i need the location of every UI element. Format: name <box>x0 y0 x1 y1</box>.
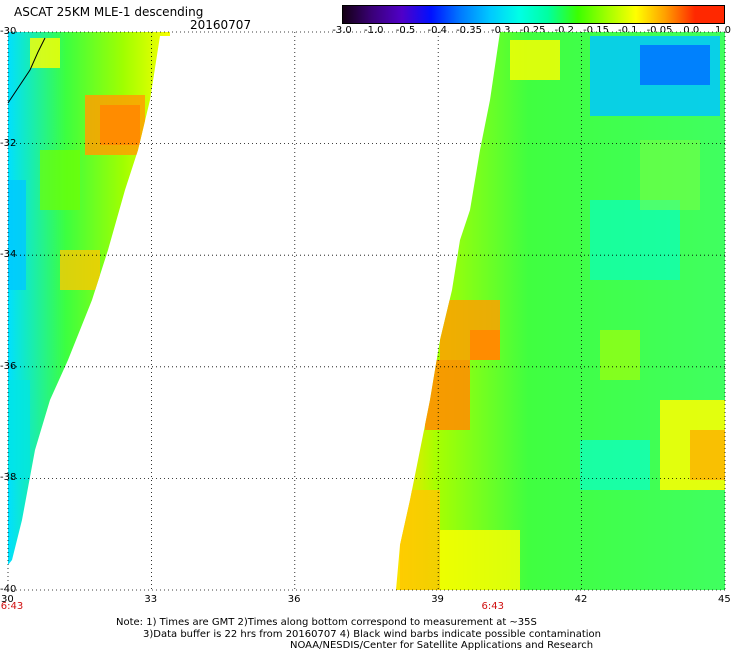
colorbar-tick-label: -0.35 <box>456 25 482 36</box>
latitude-tick-label: -32 <box>0 137 17 149</box>
colorbar-swatch <box>665 6 695 23</box>
longitude-tick-label: 39 <box>431 594 444 605</box>
colorbar-swatch <box>636 6 666 23</box>
colorbar-tick-label: -0.5 <box>395 25 416 36</box>
colorbar-tick-label: 1.0 <box>715 25 731 36</box>
longitude-tick-label: 30 <box>1 594 14 605</box>
colorbar-tick-label: -0.2 <box>554 25 575 36</box>
colorbar-swatch <box>460 6 490 23</box>
colorbar-swatch <box>343 6 373 23</box>
colorbar-tick-label: -0.1 <box>617 25 638 36</box>
colorbar-labels: -3.0 -1.0 -0.5 -0.4 -0.35 -0.3 -0.25 -0.2 -0.15-… <box>332 25 731 39</box>
colorbar-swatch <box>577 6 607 23</box>
colorbar-swatch <box>372 6 402 23</box>
colorbar-tick-label: -0.15 <box>583 25 609 36</box>
right-swath <box>396 32 725 590</box>
note-line-3: NOAA/NESDIS/Center for Satellite Applica… <box>290 640 594 651</box>
colorbar <box>342 5 725 24</box>
latitude-tick-label: -40 <box>0 584 17 595</box>
colorbar-tick-label: -0.25 <box>519 25 546 36</box>
colorbar-tick-label: -0.05 <box>646 25 673 36</box>
colorbar-swatch <box>548 6 578 23</box>
longitude-tick-label: 42 <box>574 594 588 605</box>
pass-time-label: 6:43 <box>0 601 24 612</box>
latitude-tick-label: -34 <box>0 249 17 261</box>
longitude-tick-label: 33 <box>144 594 158 605</box>
pass-time-label: 6:43 <box>481 601 504 612</box>
longitude-tick-label: 45 <box>718 594 731 605</box>
latitude-tick-label: -36 <box>0 360 17 372</box>
colorbar-tick-label: 0.0 <box>683 25 700 36</box>
colorbar-swatch <box>694 6 725 23</box>
longitude-tick-label: 36 <box>287 594 301 605</box>
latitude-tick-label: -38 <box>0 472 17 484</box>
colorbar-swatch <box>518 6 549 23</box>
colorbar-swatch <box>430 6 461 23</box>
colorbar-tick-label: -0.3 <box>490 25 511 36</box>
product-date: 20160707 <box>190 18 252 32</box>
colorbar-swatch <box>606 6 637 23</box>
colorbar-swatch <box>489 6 519 23</box>
graticule <box>7 31 726 591</box>
colorbar-tick-label: -3.0 <box>332 25 352 36</box>
latitude-tick-label: -30 <box>0 26 17 37</box>
colorbar-tick-label: -1.0 <box>363 25 384 36</box>
product-title: ASCAT 25KM MLE-1 descending <box>14 5 204 19</box>
left-swath <box>8 32 170 565</box>
colorbar-swatch <box>401 6 431 23</box>
colorbar-tick-label: -0.4 <box>427 25 448 36</box>
note-line-2: 3)Data buffer is 22 hrs from 20160707 4)… <box>143 629 601 640</box>
note-line-1: Note: 1) Times are GMT 2)Times along bot… <box>116 617 537 628</box>
